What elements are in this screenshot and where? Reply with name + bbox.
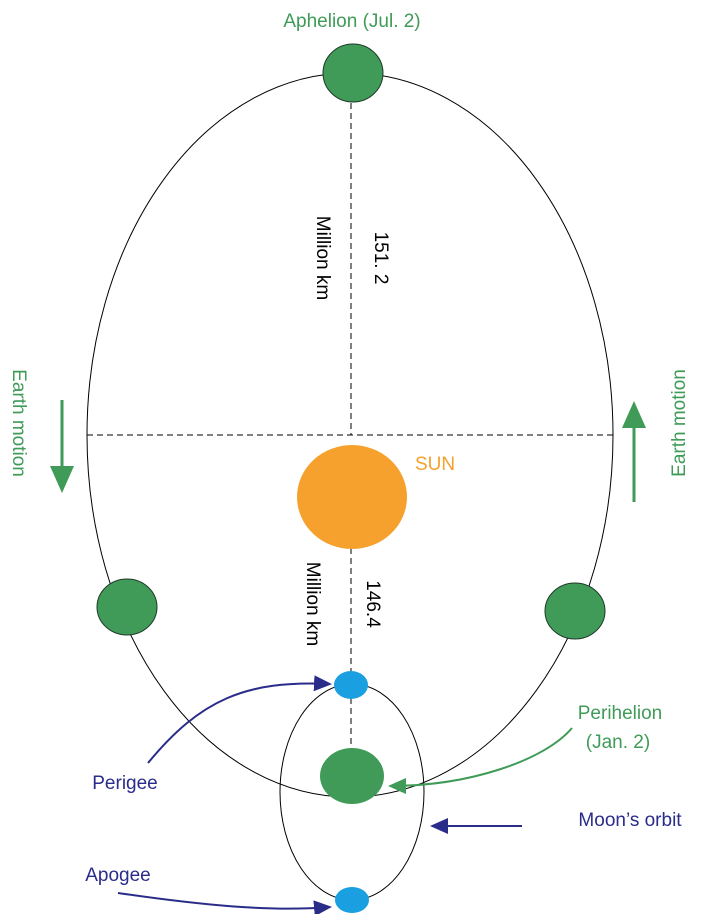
sun-label: SUN (415, 454, 455, 475)
aphelion-value: 151. 2 (370, 232, 391, 285)
apogee-label: Apogee (85, 865, 151, 886)
earth-aphelion (322, 43, 384, 103)
apogee-arrow (117, 892, 332, 914)
aphelion-label: Aphelion (Jul. 2) (283, 11, 420, 32)
perihelion-date: (Jan. 2) (586, 732, 650, 753)
perihelion-unit: Million km (302, 562, 323, 646)
perihelion-value: 146.4 (362, 580, 383, 628)
moon-perigee (334, 671, 368, 699)
moon-orbit-label: Moon’s orbit (578, 810, 682, 831)
earth-left (96, 578, 158, 636)
earth-motion-right: Earth motion (669, 369, 690, 477)
earth-right (544, 582, 606, 640)
aphelion-unit: Million km (312, 216, 333, 300)
moon-apogee (335, 887, 369, 913)
sun (297, 445, 407, 549)
perigee-arrow (147, 675, 332, 764)
earth-motion-left: Earth motion (8, 369, 29, 477)
earth-perihelion (320, 748, 384, 804)
perihelion-arrow (388, 727, 573, 794)
perigee-label: Perigee (92, 773, 158, 794)
perihelion-label: Perihelion (578, 703, 663, 724)
